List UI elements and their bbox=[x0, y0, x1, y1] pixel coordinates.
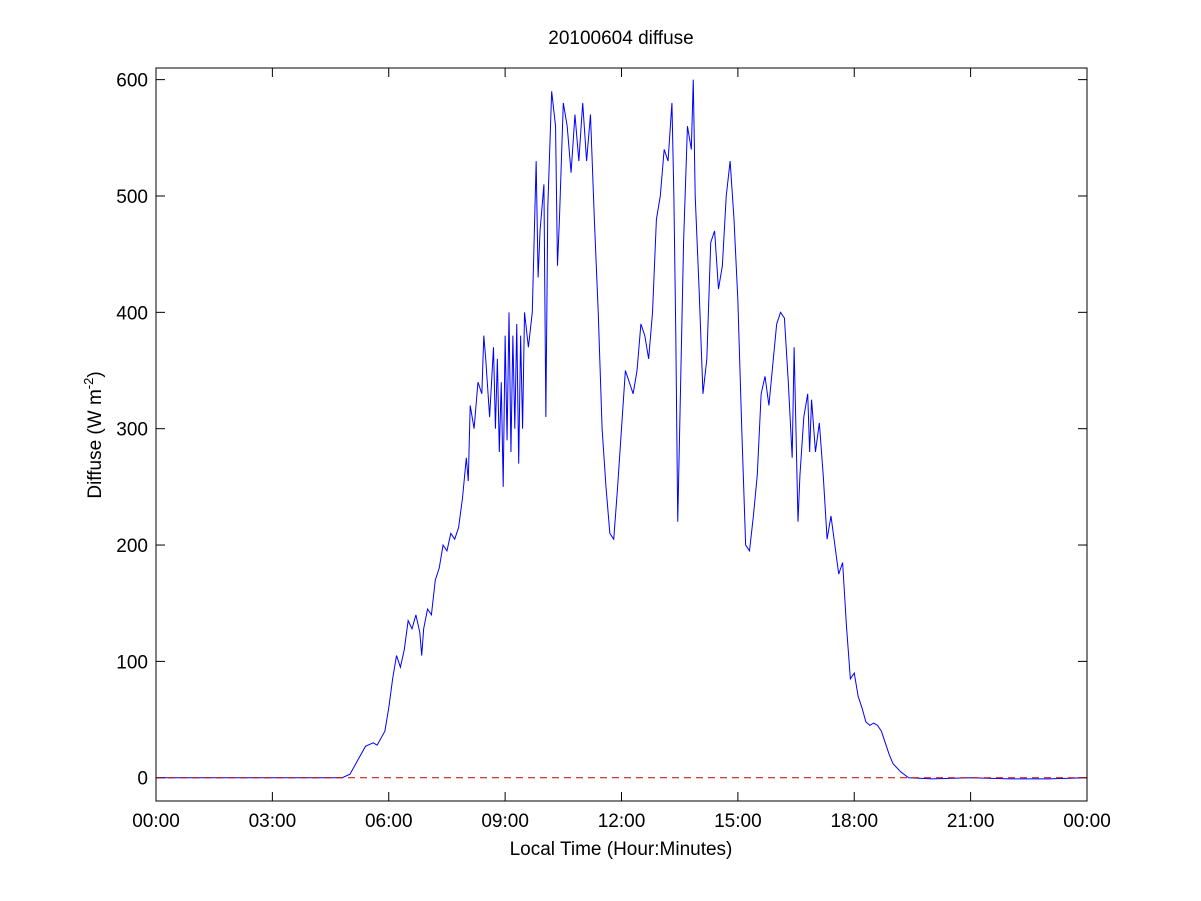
x-tick-label: 21:00 bbox=[947, 811, 995, 832]
y-tick-label: 400 bbox=[116, 303, 148, 324]
data-line bbox=[156, 79, 1088, 780]
x-tick-label: 15:00 bbox=[714, 811, 762, 832]
y-tick-label: 0 bbox=[137, 769, 148, 790]
y-tick-label: 500 bbox=[116, 187, 148, 208]
y-tick-label: 300 bbox=[116, 420, 148, 441]
y-tick-label: 600 bbox=[116, 71, 148, 92]
y-tick-label: 200 bbox=[116, 536, 148, 557]
x-tick-label: 03:00 bbox=[249, 811, 297, 832]
x-axis-label: Local Time (Hour:Minutes) bbox=[510, 839, 733, 860]
x-tick-label: 12:00 bbox=[598, 811, 646, 832]
x-tick-label: 06:00 bbox=[365, 811, 413, 832]
chart-title: 20100604 diffuse bbox=[548, 28, 693, 49]
x-tick-label: 00:00 bbox=[132, 811, 180, 832]
y-tick-label: 100 bbox=[116, 652, 148, 673]
x-tick-label: 18:00 bbox=[830, 811, 878, 832]
x-tick-label: 00:00 bbox=[1063, 811, 1111, 832]
y-label-sup: -2 bbox=[81, 378, 96, 390]
plot-frame bbox=[155, 67, 1088, 802]
y-label-end: ) bbox=[85, 371, 106, 377]
y-axis-label: Diffuse (W m-2) bbox=[81, 371, 106, 498]
x-tick-label: 09:00 bbox=[481, 811, 529, 832]
y-label-text: Diffuse (W m bbox=[85, 389, 106, 498]
